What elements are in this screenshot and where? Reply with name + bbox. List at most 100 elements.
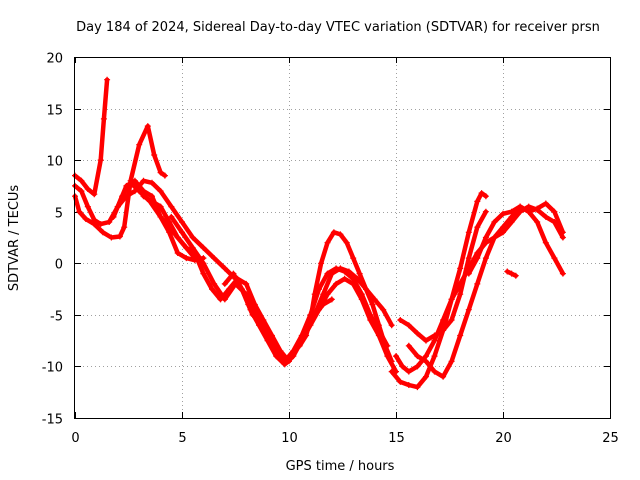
data-point-marker [500, 224, 506, 231]
data-point-marker [78, 188, 85, 195]
data-point-marker [168, 213, 175, 220]
x-tick-label: 20 [495, 431, 512, 446]
data-point-marker [337, 231, 344, 238]
x-tick-label: 25 [602, 431, 619, 446]
data-point-marker [108, 234, 115, 241]
x-tick-label: 15 [388, 431, 405, 446]
series-track-15 [465, 200, 566, 277]
data-point-marker [84, 186, 91, 192]
data-point-marker [337, 265, 344, 272]
data-point-marker [405, 368, 412, 375]
y-tick-label: 10 [46, 155, 63, 170]
data-point-marker [423, 337, 429, 344]
data-point-marker [375, 322, 382, 329]
data-point-marker [91, 217, 98, 223]
data-series [72, 76, 566, 391]
data-point-marker [189, 234, 196, 241]
data-point-marker [465, 255, 472, 262]
data-point-marker [405, 342, 412, 349]
data-point-marker [414, 363, 421, 370]
data-point-marker [91, 191, 98, 198]
data-point-marker [168, 203, 175, 210]
data-point-marker [491, 219, 498, 225]
data-point-marker [151, 152, 158, 158]
data-point-marker [380, 306, 387, 313]
data-point-marker [354, 275, 361, 282]
y-tick-label: 15 [46, 104, 63, 119]
data-point-marker [328, 270, 335, 277]
data-point-marker [303, 327, 310, 334]
data-point-marker [114, 203, 121, 210]
data-point-marker [157, 213, 164, 220]
data-point-marker [414, 384, 421, 391]
y-axis-tick-labels: -15 -10 -5 0 5 10 15 20 [42, 52, 63, 428]
data-point-marker [324, 239, 331, 246]
data-point-marker [318, 260, 325, 267]
data-point-marker [474, 255, 481, 262]
data-point-marker [542, 239, 549, 246]
y-tick-label: 0 [55, 258, 63, 273]
data-point-marker [256, 322, 262, 329]
y-tick-label: -5 [50, 310, 63, 325]
data-point-marker [388, 358, 395, 365]
data-point-marker [211, 255, 218, 262]
data-point-marker [166, 219, 173, 225]
y-tick-label: 5 [55, 207, 63, 222]
y-tick-label: 20 [46, 52, 63, 67]
data-point-marker [414, 330, 421, 337]
data-point-marker [320, 291, 327, 298]
data-point-marker [371, 296, 378, 303]
series-track-13 [397, 208, 489, 344]
data-point-marker [512, 272, 519, 279]
data-point-marker [363, 286, 369, 293]
data-point-marker [106, 219, 113, 225]
data-point-marker [534, 205, 541, 212]
data-point-marker [369, 301, 376, 308]
data-point-marker [423, 373, 429, 380]
series-trace [72, 123, 168, 240]
data-point-marker [189, 244, 196, 251]
data-point-marker [405, 382, 412, 388]
data-point-marker [465, 270, 472, 277]
data-point-marker [504, 268, 511, 275]
data-point-marker [508, 213, 515, 220]
data-point-marker [491, 234, 498, 241]
data-point-marker [534, 219, 541, 225]
data-point-marker [474, 198, 481, 205]
data-point-marker [431, 337, 438, 344]
data-point-marker [183, 244, 190, 251]
data-point-marker [273, 353, 280, 360]
data-point-marker [414, 353, 421, 360]
data-point-marker [482, 255, 489, 262]
data-point-marker [97, 221, 104, 228]
data-point-marker [311, 311, 318, 318]
data-point-marker [358, 296, 365, 303]
data-point-marker [123, 193, 130, 200]
data-point-marker [440, 373, 447, 380]
data-point-marker [290, 353, 297, 360]
data-point-marker [482, 208, 489, 215]
data-point-marker [341, 275, 348, 282]
data-point-marker [457, 265, 464, 272]
data-point-marker [431, 368, 438, 375]
data-point-marker [388, 368, 395, 375]
x-axis-tick-labels: 0 5 10 15 20 25 [71, 431, 618, 446]
data-point-marker [393, 353, 399, 360]
data-point-marker [311, 291, 318, 298]
data-point-marker [423, 358, 429, 365]
plot-frame [74, 57, 611, 419]
data-point-marker [149, 198, 155, 205]
y-tick-label: -10 [42, 361, 63, 376]
data-point-marker [474, 280, 481, 287]
data-point-marker [542, 200, 549, 207]
data-point-marker [221, 280, 228, 287]
data-point-marker [100, 115, 107, 122]
data-point-marker [345, 268, 352, 275]
data-point-marker [423, 353, 429, 360]
data-point-marker [200, 270, 207, 277]
data-point-marker [388, 322, 395, 329]
data-point-marker [508, 270, 515, 277]
data-point-marker [157, 169, 164, 176]
series-track-16 [504, 268, 519, 279]
data-point-marker [121, 224, 128, 231]
